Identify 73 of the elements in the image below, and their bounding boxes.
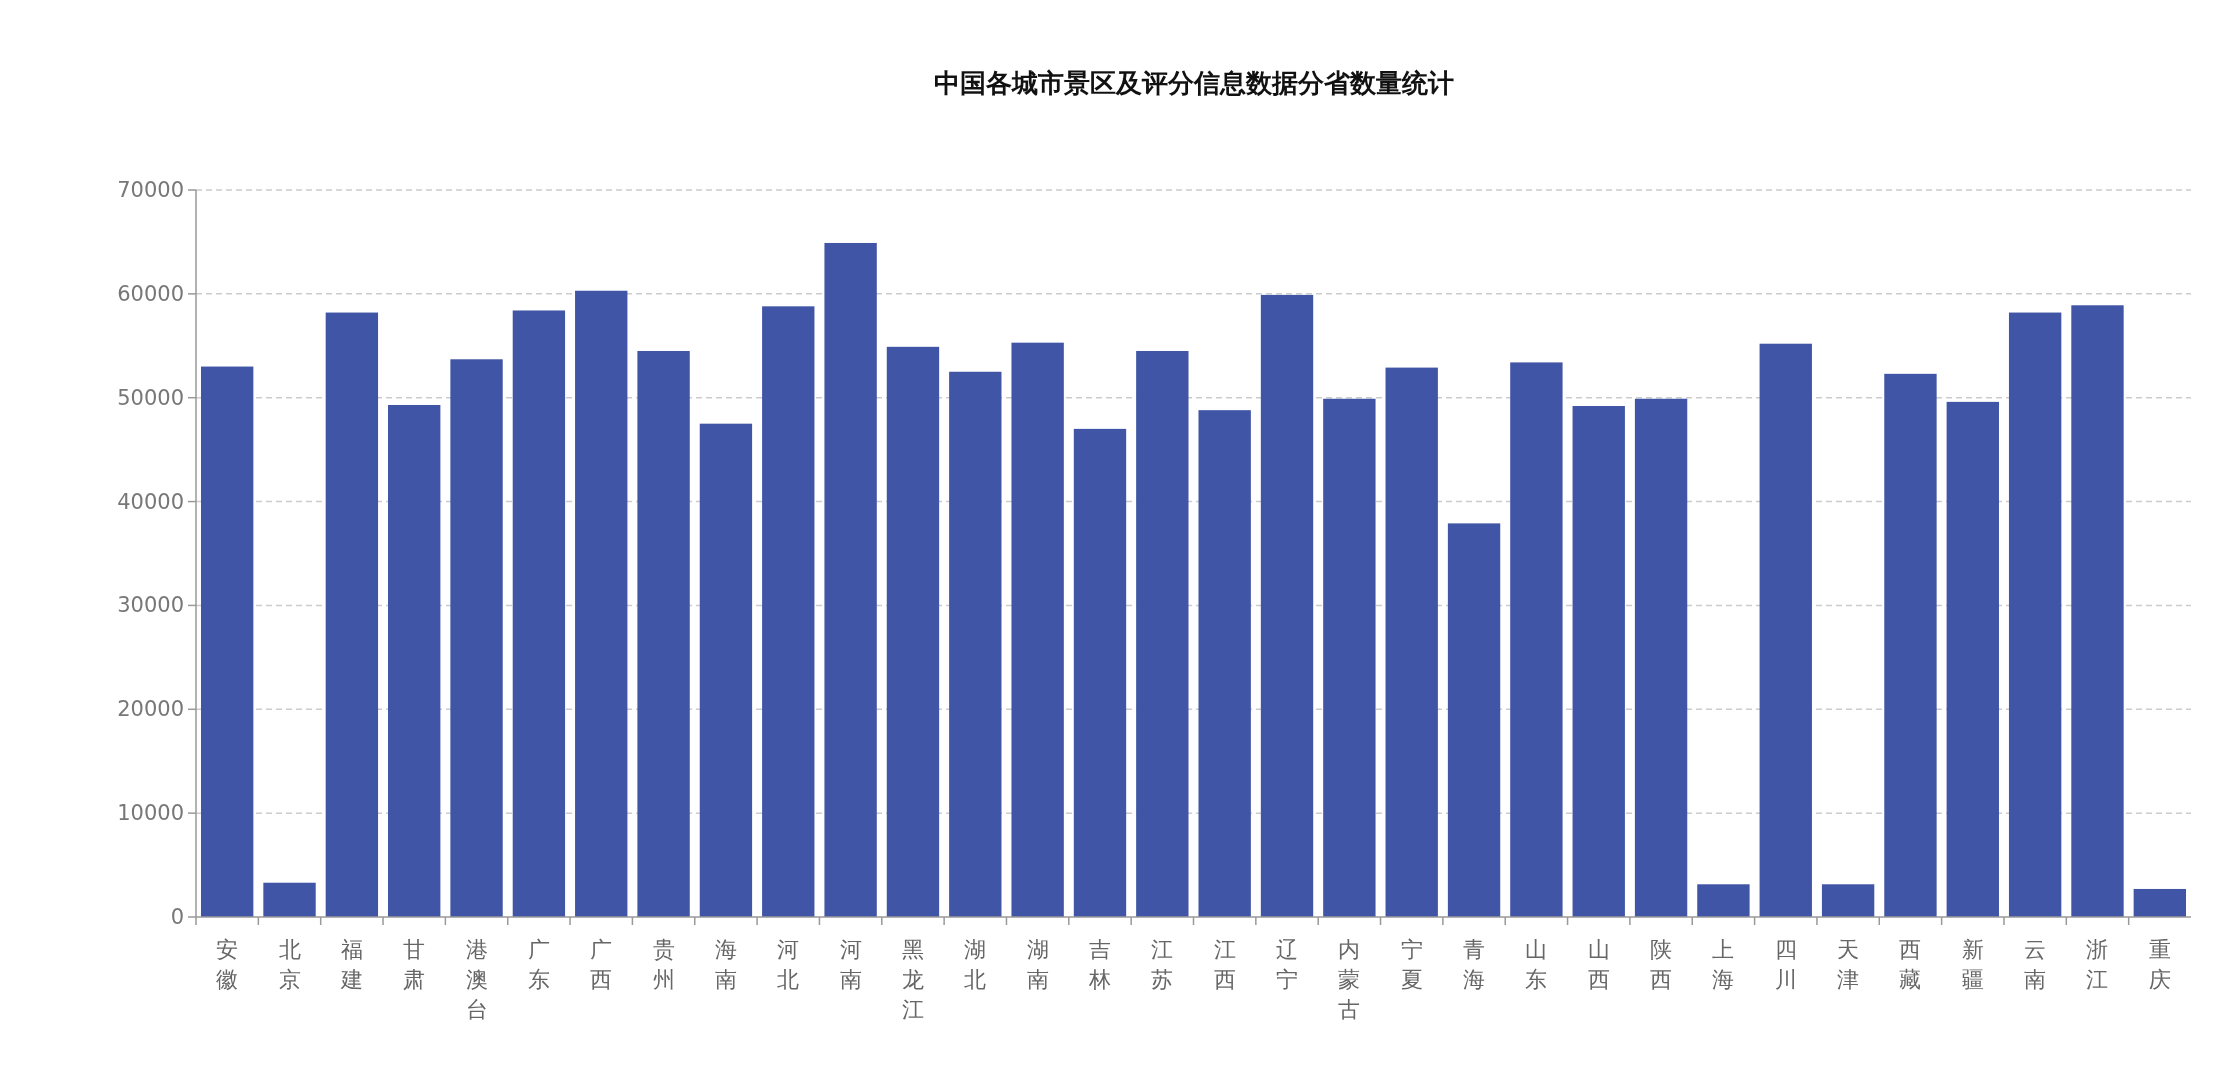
bar	[1510, 362, 1563, 917]
x-tick-label: 山西	[1587, 937, 1610, 992]
bar	[762, 306, 815, 917]
bar	[2133, 888, 2187, 917]
x-tick-label: 福建	[339, 937, 363, 992]
x-tick-label: 山东	[1525, 937, 1548, 992]
x-tick-label: 上海	[1712, 937, 1735, 992]
bar	[1260, 294, 1314, 917]
bar	[1136, 350, 1189, 917]
bar	[1759, 343, 1812, 917]
x-tick-label: 安徽	[216, 937, 239, 992]
x-tick-label: 陕西	[1650, 937, 1673, 992]
bar	[1447, 523, 1501, 917]
y-tick-label: 30000	[117, 593, 184, 618]
x-tick-label: 浙江	[2086, 937, 2109, 992]
bar	[512, 310, 566, 917]
chart-title: 中国各城市景区及评分信息数据分省数量统计	[933, 68, 1454, 98]
x-tick-label: 湖北	[964, 937, 987, 992]
bar	[1198, 410, 1251, 917]
bar	[1946, 401, 1999, 917]
x-tick-label: 甘肃	[403, 937, 426, 992]
y-tick-label: 0	[170, 905, 184, 929]
bar	[450, 359, 503, 917]
x-tick-label: 广东	[527, 937, 550, 992]
bar	[886, 346, 940, 917]
x-tick-label: 四川	[1774, 937, 1797, 992]
x-tick-label: 港澳台	[465, 937, 488, 1022]
bar	[699, 423, 753, 917]
y-tick-label: 60000	[117, 281, 184, 306]
x-tick-label: 重庆	[2148, 937, 2171, 992]
x-tick-label: 黑龙江	[901, 937, 924, 1022]
x-tick-label: 云南	[2024, 937, 2047, 992]
bar	[2008, 312, 2062, 917]
bar	[1697, 884, 1750, 917]
bar	[949, 371, 1002, 917]
bar	[1011, 342, 1064, 917]
x-tick-label: 天津	[1837, 937, 1860, 992]
bar	[1073, 428, 1127, 917]
x-tick-label: 吉林	[1087, 937, 1111, 992]
x-tick-label: 河南	[839, 937, 862, 992]
x-tick-label: 新疆	[1961, 937, 1984, 992]
x-tick-label: 青海	[1463, 937, 1486, 992]
x-tick-label: 内蒙古	[1338, 937, 1361, 1022]
x-tick-label: 湖南	[1026, 937, 1049, 992]
bar	[263, 882, 316, 917]
x-tick-label: 广西	[590, 937, 613, 992]
bar	[824, 242, 877, 917]
bar	[325, 312, 379, 917]
x-tick-label: 贵州	[652, 937, 675, 992]
bar	[1385, 367, 1438, 917]
x-tick-label: 河北	[777, 937, 800, 992]
y-tick-label: 70000	[117, 178, 184, 202]
bar	[1572, 406, 1625, 917]
x-tick-label: 江西	[1213, 937, 1236, 992]
x-tick-label: 宁夏	[1400, 937, 1423, 992]
bar	[1323, 398, 1376, 917]
y-tick-label: 40000	[117, 489, 184, 514]
bar	[1634, 398, 1688, 917]
bar	[575, 290, 628, 917]
bar	[200, 366, 254, 917]
y-tick-label: 50000	[117, 385, 184, 410]
x-tick-label: 海南	[714, 937, 737, 992]
bar	[1884, 373, 1937, 917]
y-tick-label: 10000	[117, 801, 184, 826]
x-tick-label: 辽宁	[1276, 937, 1299, 992]
bar	[637, 350, 690, 917]
x-tick-label: 江苏	[1151, 937, 1174, 992]
x-tick-label: 西藏	[1899, 937, 1922, 992]
bar	[2071, 305, 2124, 917]
y-tick-label: 20000	[117, 697, 184, 722]
x-tick-label: 北京	[278, 937, 301, 992]
bar	[1821, 884, 1875, 917]
bar	[388, 404, 441, 917]
